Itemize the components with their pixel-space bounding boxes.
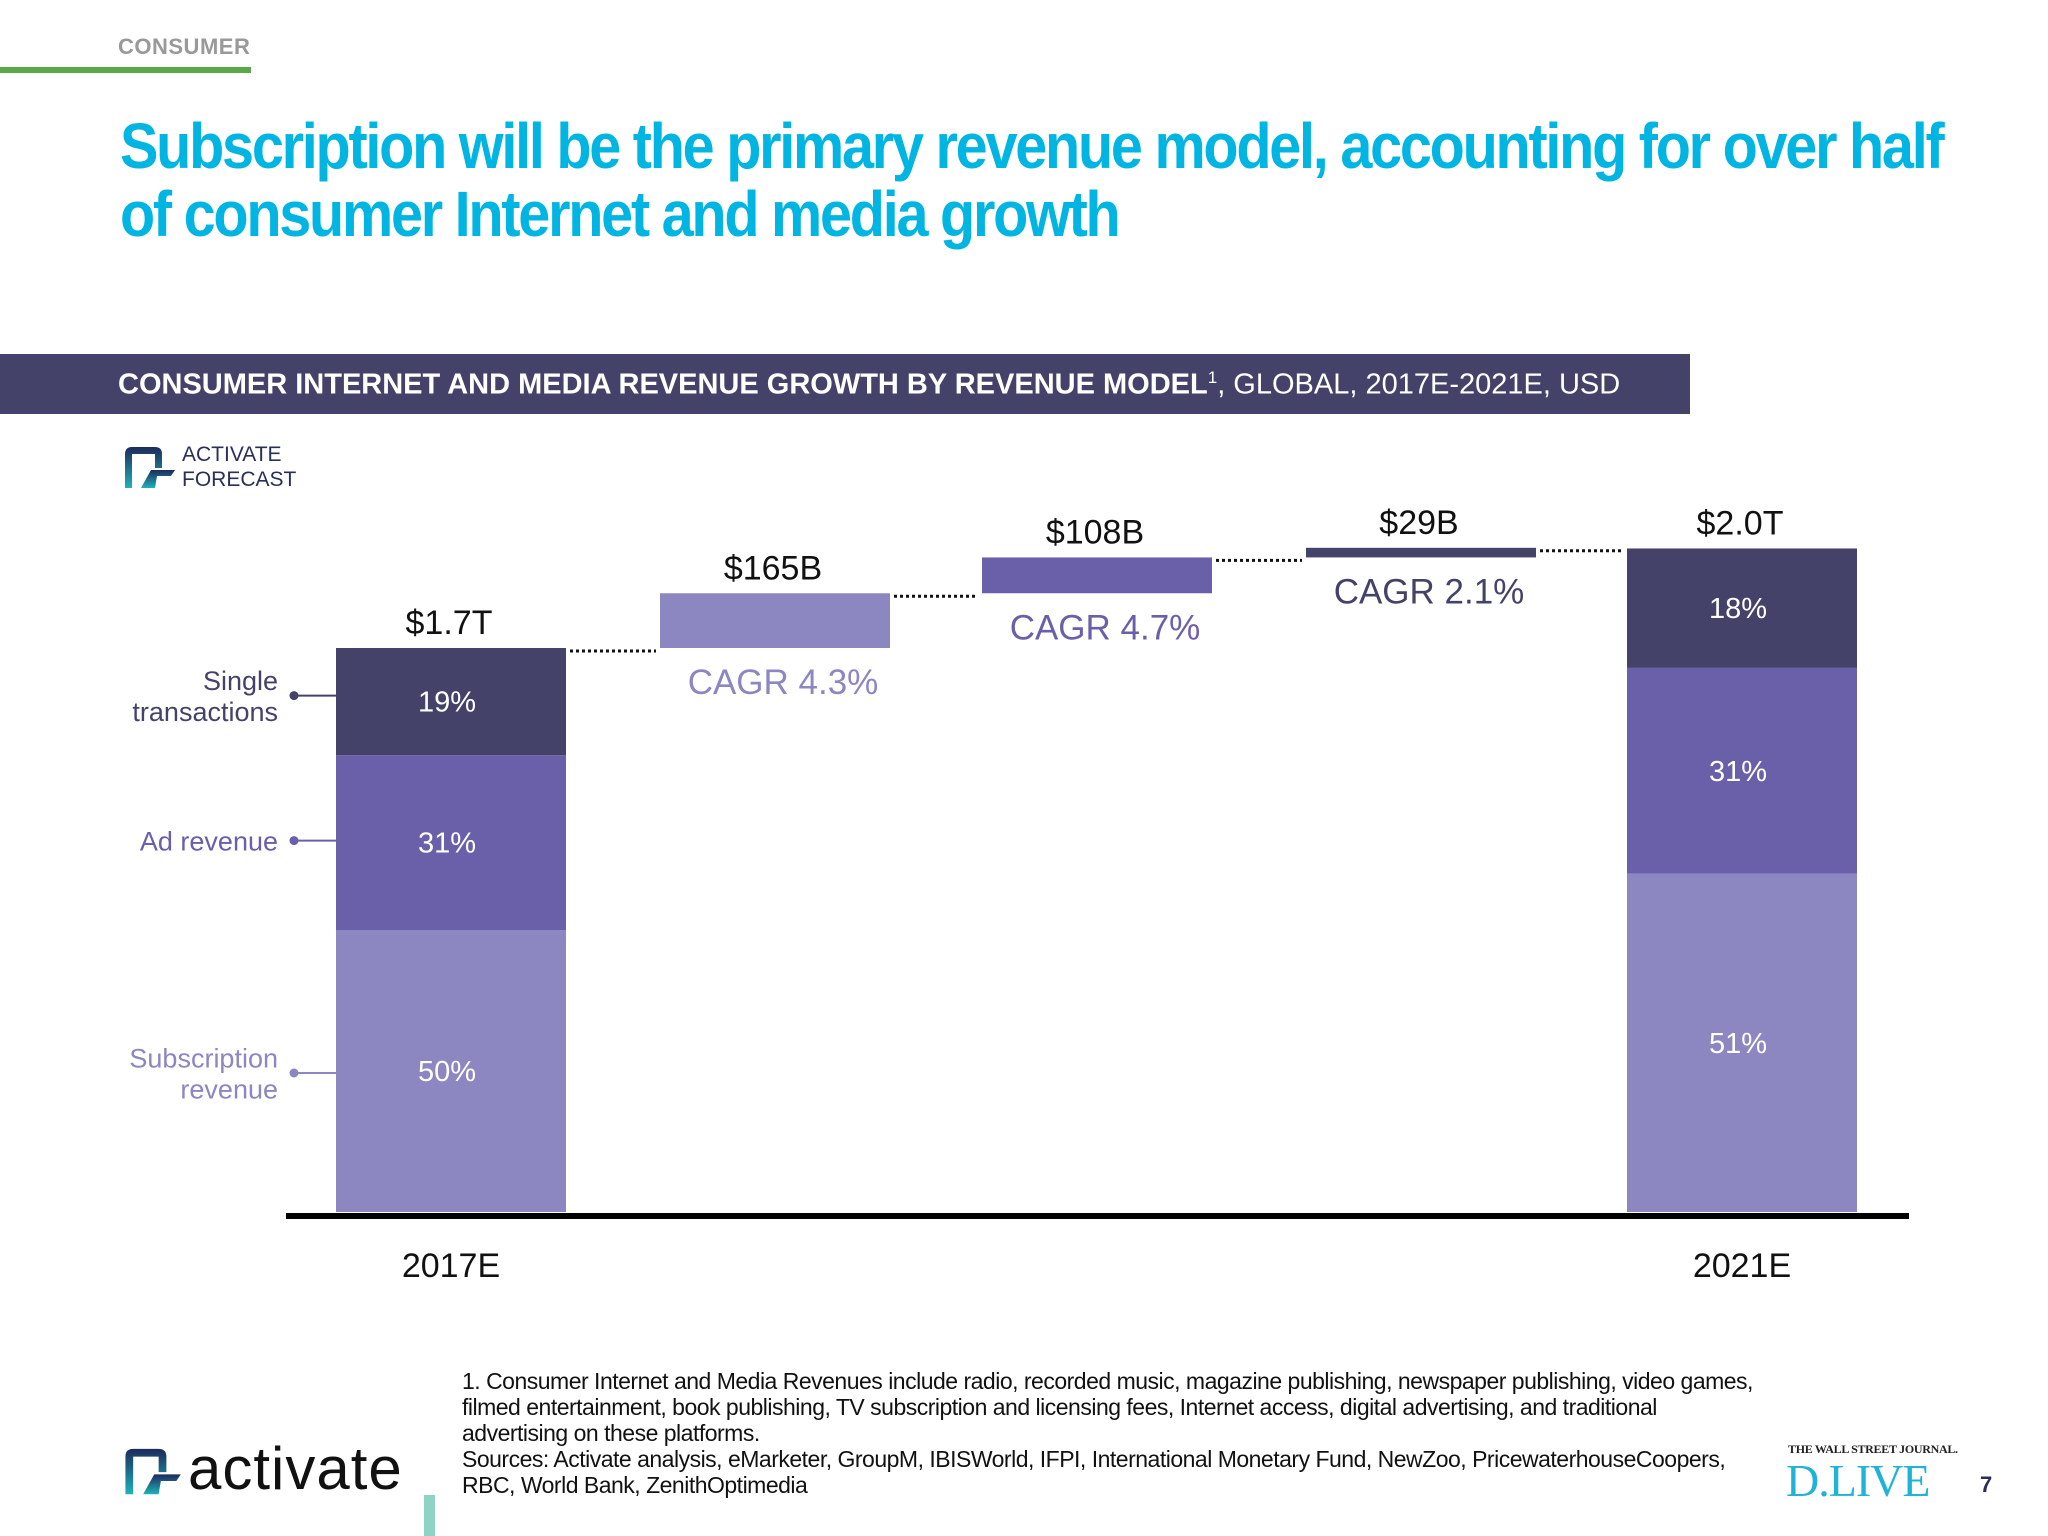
legend-label: Ad revenue	[140, 827, 278, 857]
cagr-label: CAGR 4.7%	[1010, 608, 1201, 647]
legend-label: transactions	[132, 697, 278, 727]
bar-value-label: $2.0T	[1697, 504, 1784, 542]
bar-value-label: $1.7T	[406, 604, 493, 642]
bar-segment	[1627, 667, 1857, 874]
legend-label: revenue	[180, 1075, 278, 1105]
chart-title-rest: , GLOBAL, 2017E-2021E, USD	[1217, 368, 1621, 401]
footnote-sources: Sources: Activate analysis, eMarketer, G…	[462, 1446, 1726, 1498]
footer-accent-bar	[424, 1495, 435, 1536]
cagr-label: CAGR 4.3%	[688, 663, 879, 702]
bar-segment	[1627, 873, 1857, 1212]
wsj-logo: THE WALL STREET JOURNAL.	[1788, 1442, 1958, 1456]
segment-label: 19%	[418, 687, 476, 719]
legend-label: Single	[203, 666, 278, 696]
bar-segment	[336, 930, 566, 1212]
segment-label: 31%	[418, 828, 476, 860]
legend-label: Subscription	[129, 1044, 278, 1074]
bar-increment	[1306, 547, 1536, 558]
bar-value-label: $165B	[724, 549, 822, 587]
activate-forecast-logo-icon	[125, 447, 175, 488]
bar-value-label: $29B	[1379, 504, 1458, 542]
x-tick-label: 2021E	[1693, 1247, 1791, 1285]
bar-segment	[1627, 548, 1857, 668]
activate-logo-icon	[125, 1448, 181, 1495]
page-number: 7	[1980, 1472, 1993, 1497]
bar-segment	[336, 755, 566, 930]
forecast-label: ACTIVATE FORECAST	[182, 442, 296, 492]
forecast-line2: FORECAST	[182, 468, 297, 491]
bar-value-label: $108B	[1046, 513, 1144, 551]
footnote: 1. Consumer Internet and Media Revenues …	[462, 1368, 1762, 1498]
segment-label: 51%	[1709, 1028, 1767, 1060]
chart-title: CONSUMER INTERNET AND MEDIA REVENUE GROW…	[118, 368, 1620, 402]
segment-label: 18%	[1709, 593, 1767, 625]
segment-label: 50%	[418, 1056, 476, 1088]
dlive-logo: D.LIVE	[1786, 1455, 1930, 1506]
cagr-label: CAGR 2.1%	[1334, 572, 1525, 611]
bar-increment	[660, 593, 890, 648]
forecast-line1: ACTIVATE	[182, 443, 282, 466]
section-underline	[0, 67, 251, 73]
section-label: CONSUMER	[118, 34, 251, 59]
bar-segment	[336, 648, 566, 756]
activate-logo-text: activate	[188, 1435, 403, 1502]
page-title: Subscription will be the primary revenue…	[120, 110, 1945, 250]
footnote-note: 1. Consumer Internet and Media Revenues …	[462, 1368, 1753, 1446]
x-tick-label: 2017E	[402, 1247, 500, 1285]
bar-increment	[982, 557, 1212, 594]
footnote-ref: 1	[1207, 368, 1218, 387]
chart-title-banner	[0, 354, 1690, 414]
segment-label: 31%	[1709, 756, 1767, 788]
chart-title-bold: CONSUMER INTERNET AND MEDIA REVENUE GROW…	[118, 368, 1208, 401]
